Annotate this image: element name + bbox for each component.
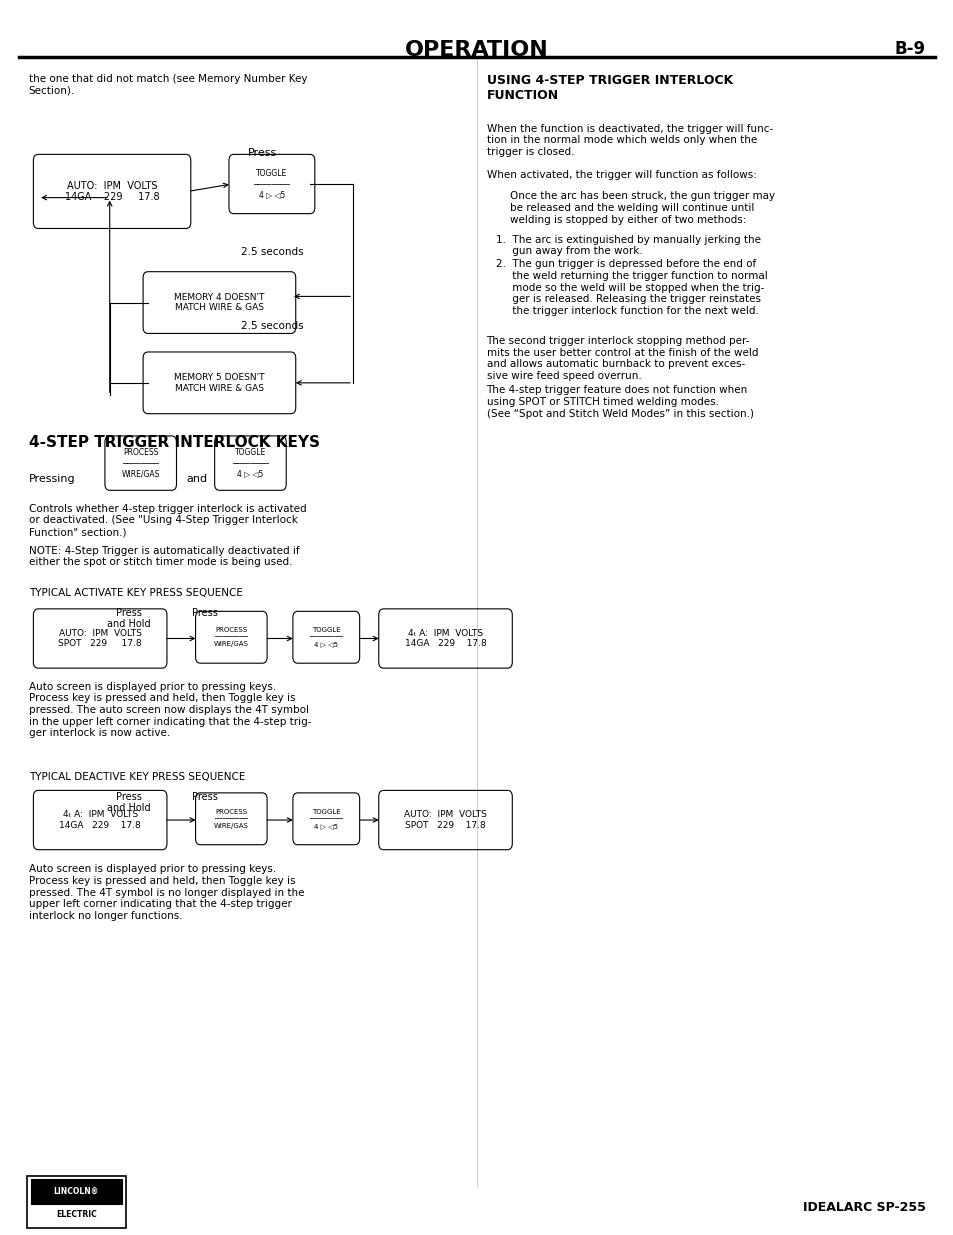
- FancyBboxPatch shape: [195, 793, 267, 845]
- FancyBboxPatch shape: [143, 272, 295, 333]
- Text: TYPICAL ACTIVATE KEY PRESS SEQUENCE: TYPICAL ACTIVATE KEY PRESS SEQUENCE: [29, 588, 242, 598]
- Text: TOGGLE
────────
4 ▷ ◁5: TOGGLE ──────── 4 ▷ ◁5: [309, 627, 343, 647]
- FancyBboxPatch shape: [33, 154, 191, 228]
- Text: TOGGLE
────────
4 ▷ ◁5: TOGGLE ──────── 4 ▷ ◁5: [309, 809, 343, 829]
- Text: Press
and Hold: Press and Hold: [107, 608, 151, 629]
- Text: PROCESS
────────
WIRE/GAS: PROCESS ──────── WIRE/GAS: [121, 448, 160, 478]
- Text: IDEALARC SP-255: IDEALARC SP-255: [801, 1202, 924, 1214]
- Text: Controls whether 4-step trigger interlock is activated
or deactivated. (See "Usi: Controls whether 4-step trigger interloc…: [29, 504, 306, 537]
- Text: Press: Press: [248, 148, 276, 158]
- FancyBboxPatch shape: [293, 611, 359, 663]
- Text: and: and: [186, 474, 207, 484]
- FancyBboxPatch shape: [293, 793, 359, 845]
- Text: AUTO:  IPM  VOLTS
14GA    229     17.8: AUTO: IPM VOLTS 14GA 229 17.8: [65, 180, 159, 203]
- Text: 1.  The arc is extinguished by manually jerking the
     gun away from the work.: 1. The arc is extinguished by manually j…: [496, 235, 760, 256]
- Text: 2.5 seconds: 2.5 seconds: [240, 247, 303, 257]
- Text: USING 4-STEP TRIGGER INTERLOCK
FUNCTION: USING 4-STEP TRIGGER INTERLOCK FUNCTION: [486, 74, 732, 103]
- FancyBboxPatch shape: [378, 790, 512, 850]
- Text: The second trigger interlock stopping method per-
mits the user better control a: The second trigger interlock stopping me…: [486, 336, 758, 380]
- Text: NOTE: 4-Step Trigger is automatically deactivated if
either the spot or stitch t: NOTE: 4-Step Trigger is automatically de…: [29, 546, 299, 567]
- Text: The 4-step trigger feature does not function when
using SPOT or STITCH timed wel: The 4-step trigger feature does not func…: [486, 385, 753, 419]
- FancyBboxPatch shape: [105, 436, 176, 490]
- FancyBboxPatch shape: [229, 154, 314, 214]
- Text: Auto screen is displayed prior to pressing keys.
Process key is pressed and held: Auto screen is displayed prior to pressi…: [29, 864, 304, 921]
- FancyBboxPatch shape: [33, 609, 167, 668]
- Text: 4ₜ A:  IPM  VOLTS
14GA   229    17.8: 4ₜ A: IPM VOLTS 14GA 229 17.8: [59, 810, 141, 830]
- FancyBboxPatch shape: [143, 352, 295, 414]
- Text: AUTO:  IPM  VOLTS
SPOT   229    17.8: AUTO: IPM VOLTS SPOT 229 17.8: [404, 810, 486, 830]
- Text: PROCESS
────────
WIRE/GAS: PROCESS ──────── WIRE/GAS: [213, 809, 249, 829]
- Text: 2.  The gun trigger is depressed before the end of
     the weld returning the t: 2. The gun trigger is depressed before t…: [496, 259, 767, 316]
- Text: AUTO:  IPM  VOLTS
SPOT   229     17.8: AUTO: IPM VOLTS SPOT 229 17.8: [58, 629, 142, 648]
- Text: TOGGLE
────────
4 ▷ ◁5: TOGGLE ──────── 4 ▷ ◁5: [232, 448, 269, 478]
- Text: OPERATION: OPERATION: [405, 40, 548, 59]
- Text: TOGGLE
────────
4 ▷ ◁5: TOGGLE ──────── 4 ▷ ◁5: [253, 169, 290, 199]
- FancyBboxPatch shape: [214, 436, 286, 490]
- Text: TYPICAL DEACTIVE KEY PRESS SEQUENCE: TYPICAL DEACTIVE KEY PRESS SEQUENCE: [29, 772, 245, 782]
- Text: the one that did not match (see Memory Number Key
Section).: the one that did not match (see Memory N…: [29, 74, 307, 95]
- Text: 4-STEP TRIGGER INTERLOCK KEYS: 4-STEP TRIGGER INTERLOCK KEYS: [29, 435, 319, 450]
- Text: Auto screen is displayed prior to pressing keys.
Process key is pressed and held: Auto screen is displayed prior to pressi…: [29, 682, 311, 739]
- Text: Pressing: Pressing: [29, 474, 75, 484]
- FancyBboxPatch shape: [378, 609, 512, 668]
- Text: LINCOLN®: LINCOLN®: [53, 1187, 99, 1197]
- Text: 4ₜ A:  IPM  VOLTS
14GA   229    17.8: 4ₜ A: IPM VOLTS 14GA 229 17.8: [404, 629, 486, 648]
- FancyBboxPatch shape: [30, 1179, 122, 1204]
- Text: Press: Press: [192, 608, 218, 618]
- FancyBboxPatch shape: [27, 1176, 126, 1228]
- Text: Press: Press: [192, 792, 218, 802]
- Text: Press
and Hold: Press and Hold: [107, 792, 151, 813]
- Text: B-9: B-9: [893, 40, 924, 58]
- FancyBboxPatch shape: [33, 790, 167, 850]
- Text: Once the arc has been struck, the gun trigger may
be released and the welding wi: Once the arc has been struck, the gun tr…: [510, 191, 775, 225]
- Text: When the function is deactivated, the trigger will func-
tion in the normal mode: When the function is deactivated, the tr…: [486, 124, 772, 157]
- Text: 2.5 seconds: 2.5 seconds: [240, 321, 303, 331]
- Text: MEMORY 4 DOESN'T
MATCH WIRE & GAS: MEMORY 4 DOESN'T MATCH WIRE & GAS: [174, 293, 264, 312]
- Text: MEMORY 5 DOESN'T
MATCH WIRE & GAS: MEMORY 5 DOESN'T MATCH WIRE & GAS: [174, 373, 264, 393]
- Text: PROCESS
────────
WIRE/GAS: PROCESS ──────── WIRE/GAS: [213, 627, 249, 647]
- Text: ELECTRIC: ELECTRIC: [56, 1209, 96, 1219]
- FancyBboxPatch shape: [195, 611, 267, 663]
- Text: When activated, the trigger will function as follows:: When activated, the trigger will functio…: [486, 170, 756, 180]
